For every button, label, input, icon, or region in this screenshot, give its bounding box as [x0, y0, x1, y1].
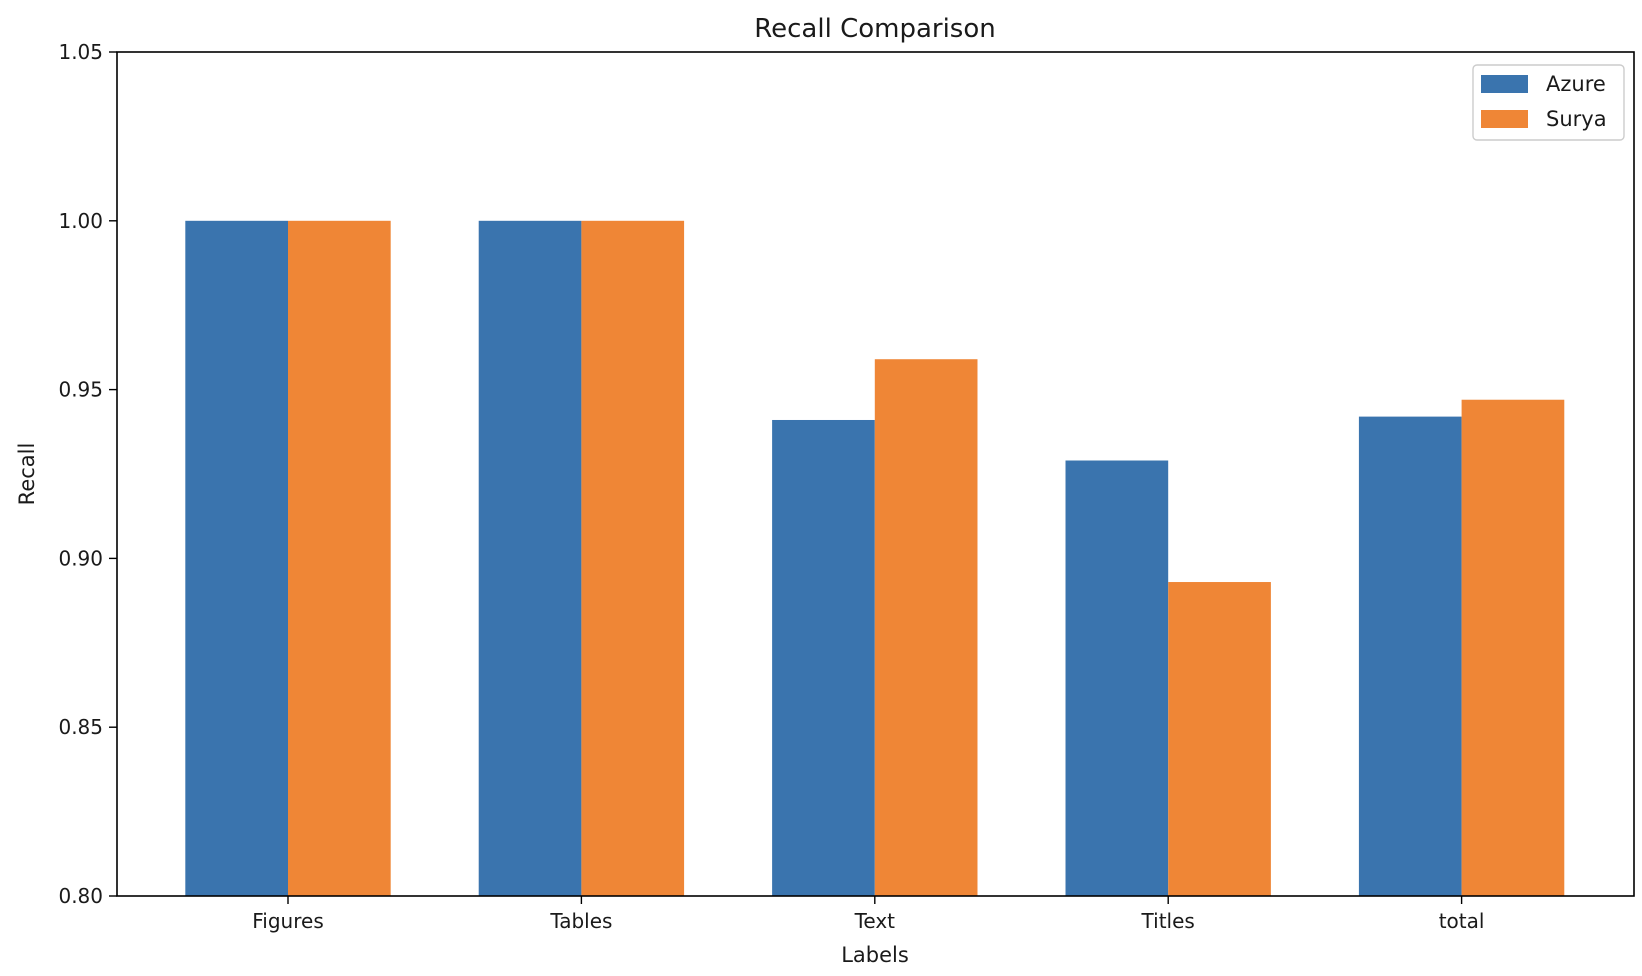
x-axis-ticks: Figures Tables Text Titles total — [252, 896, 1484, 933]
bar-azure-tables — [478, 220, 582, 897]
y-axis-label: Recall — [15, 443, 39, 506]
bar-azure-total — [1358, 416, 1462, 896]
legend-swatch-azure — [1481, 75, 1528, 93]
y-tick-label: 0.80 — [58, 884, 103, 908]
y-tick-label: 1.00 — [58, 209, 103, 233]
legend-label-surya: Surya — [1546, 107, 1607, 131]
bar-azure-titles — [1065, 460, 1169, 896]
bar-surya-titles — [1168, 582, 1271, 896]
x-tick-label-titles: Titles — [1141, 909, 1195, 933]
y-axis-ticks: 0.80 0.85 0.90 0.95 1.00 1.05 — [58, 40, 117, 908]
bar-surya-figures — [288, 220, 391, 897]
bar-surya-text — [874, 359, 978, 897]
x-tick-label-tables: Tables — [549, 909, 612, 933]
plot-frame — [116, 51, 1635, 897]
legend-swatch-surya — [1481, 110, 1528, 128]
chart-title: Recall Comparison — [754, 14, 996, 44]
legend: Azure Surya — [1472, 64, 1625, 141]
legend-label-azure: Azure — [1546, 72, 1606, 96]
bar-azure-text — [772, 419, 875, 896]
x-tick-label-figures: Figures — [252, 909, 323, 933]
y-tick-label: 1.05 — [58, 40, 103, 64]
y-tick-label: 0.90 — [58, 546, 103, 570]
bar-azure-figures — [185, 220, 288, 897]
x-axis-label: Labels — [841, 943, 909, 967]
x-tick-label-total: total — [1439, 909, 1485, 933]
bar-surya-total — [1461, 399, 1565, 896]
bar-surya-tables — [581, 220, 685, 897]
bars-group — [185, 220, 1565, 897]
x-tick-label-text: Text — [854, 909, 896, 933]
y-tick-label: 0.85 — [58, 715, 103, 739]
y-tick-label: 0.95 — [58, 378, 103, 402]
